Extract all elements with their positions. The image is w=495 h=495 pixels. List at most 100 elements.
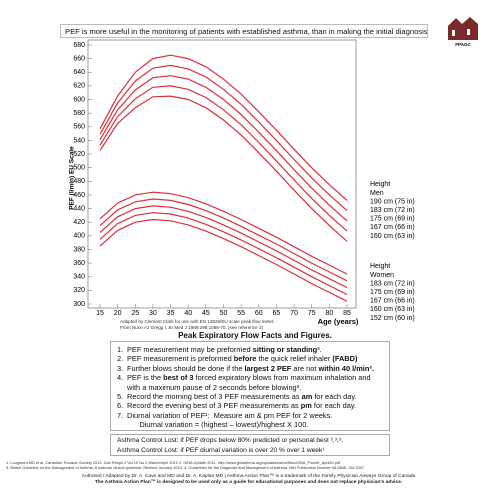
y-tick-label: 500 <box>73 165 85 172</box>
fact-part: Diurnal variation of PEF¹: Measure am & … <box>127 410 333 430</box>
y-tick-label: 480 <box>73 178 85 185</box>
y-tick-label: 620 <box>73 83 85 90</box>
y-tick-label: 640 <box>73 69 85 76</box>
fact-part: ³. <box>317 345 322 354</box>
series-line <box>99 75 348 222</box>
fact-text: PEF measurement may be preformed sitting… <box>127 345 322 354</box>
fact-part: Further blows should be done if the <box>127 363 245 373</box>
fact-item: 1. PEF measurement may be preformed sitti… <box>117 345 383 354</box>
fact-bold: best of 3 <box>163 373 194 383</box>
facts-title: Peak Expiratory Flow Facts and Figures. <box>178 331 332 340</box>
y-tick-label: 300 <box>73 301 85 308</box>
legend-subtitle: Women <box>370 272 394 279</box>
x-tick-label: 85 <box>343 310 351 317</box>
fact-text: Diurnal variation of PEF¹: Measure am & … <box>127 411 332 430</box>
x-tick-label: 20 <box>114 310 122 317</box>
fact-bold: (FABD) <box>332 354 358 364</box>
x-tick-label: 45 <box>202 310 210 317</box>
fact-number: 2. <box>117 354 124 364</box>
y-tick-label: 680 <box>73 42 85 49</box>
series-line <box>99 54 348 201</box>
y-tick-label: 600 <box>73 96 85 103</box>
legend-entry: 183 cm (72 in) <box>370 280 415 287</box>
fact-part: the quick relief inhaler <box>256 354 333 364</box>
fact-number: 5. <box>117 392 124 402</box>
footer: Authored / Adapted by Dr. A. Cave and MD… <box>6 474 491 486</box>
fact-item: 5. Record the morning best of 3 PEF measu… <box>117 392 383 401</box>
facts-box: 1. PEF measurement may be preformed sitti… <box>110 341 390 431</box>
y-axis-label: PEF (l/min) EU Scale <box>69 146 76 210</box>
x-tick-label: 25 <box>131 310 139 317</box>
fact-part: forced expiratory blows from maximum inh… <box>127 373 373 392</box>
x-axis-label: Age (years) <box>318 317 359 326</box>
legend-title: Height <box>370 181 390 188</box>
source-note: Adapted by Clement Clark for use with EN… <box>120 319 274 330</box>
fact-bold: within 40 l/min³. <box>318 363 374 373</box>
series-line <box>99 191 348 275</box>
x-tick-label: 15 <box>96 310 104 317</box>
x-tick-label: 40 <box>184 310 192 317</box>
fact-number: 1. <box>117 345 124 354</box>
reference: 1. Lougheed MD et al. Canadian Thoracic … <box>6 460 341 465</box>
x-tick-label: 60 <box>255 310 263 317</box>
y-tick-label: 340 <box>73 274 85 281</box>
legend-entry: 190 cm (75 in) <box>370 198 415 205</box>
plot-frame <box>87 39 357 309</box>
fact-bold: largest 2 PEF <box>244 363 292 373</box>
y-tick-label: 360 <box>73 260 85 267</box>
y-tick-label: 400 <box>73 233 85 240</box>
fact-number: 7. <box>117 410 124 420</box>
fact-item: 6. Record the evening best of 3 PEF measu… <box>117 401 383 410</box>
fact-item: 2. PEF measurement is preformed before th… <box>117 354 383 363</box>
source-line: Adapted by Clement Clark for use with EN… <box>120 319 275 324</box>
fact-part: for each day. <box>312 392 357 402</box>
legend-entry: 152 cm (60 in) <box>370 315 415 322</box>
y-tick-label: 460 <box>73 192 85 199</box>
x-tick-label: 65 <box>273 310 281 317</box>
control-line: Asthma Control Lost: if PEF diurnal vari… <box>117 446 325 454</box>
footer-line: The Asthma Action Plan™ is designed to b… <box>94 480 403 486</box>
reference: 3. British Guideline on the Management o… <box>6 465 365 471</box>
fact-part: are not <box>291 363 319 373</box>
fact-bold: sitting or standing <box>252 345 318 354</box>
fact-bold: am <box>301 392 313 402</box>
x-tick-label: 55 <box>237 310 245 317</box>
series-line <box>99 64 348 212</box>
series-line <box>99 198 348 282</box>
y-tick-label: 560 <box>73 124 85 131</box>
legend-entry: 167 cm (66 in) <box>370 298 415 305</box>
series-line <box>99 218 348 302</box>
y-tick-label: 320 <box>73 287 85 294</box>
legend-entry: 183 cm (72 in) <box>370 207 415 214</box>
series-line <box>99 212 348 296</box>
fact-text: Further blows should be done if the larg… <box>127 364 374 373</box>
fact-item: 4. PEF is the best of 3 forced expiratory… <box>117 373 383 392</box>
x-tick-label: 35 <box>167 310 175 317</box>
source-line: From Nunn AJ Gregg I, Br Med J 1989:298;… <box>120 324 263 330</box>
footer-line: Authored / Adapted by Dr. A. Cave and MD… <box>81 474 416 479</box>
fact-item: 7. Diurnal variation of PEF¹: Measure am … <box>117 411 383 430</box>
series-line <box>99 85 348 232</box>
y-tick-label: 380 <box>73 246 85 253</box>
legend-entry: 160 cm (63 in) <box>370 233 415 240</box>
fact-item: 3. Further blows should be done if the la… <box>117 364 383 373</box>
series-line <box>99 95 348 242</box>
control-line: Asthma Control Lost: if PEF drops below … <box>117 437 344 444</box>
fact-part: PEF measurement is preformed <box>127 354 234 364</box>
legend-entry: 167 cm (66 in) <box>370 224 415 231</box>
logo-text: FPAGC <box>455 42 471 47</box>
legend-entry: 175 cm (69 in) <box>370 289 415 296</box>
series-line <box>99 205 348 289</box>
fact-text: PEF is the best of 3 forced expiratory b… <box>127 373 383 392</box>
y-tick-label: 420 <box>73 219 85 226</box>
fact-bold: before <box>233 354 257 364</box>
y-tick-label: 660 <box>73 55 85 62</box>
legend-title: Height <box>370 263 390 270</box>
fact-part: for each day. <box>311 401 357 411</box>
x-tick-label: 50 <box>220 310 228 317</box>
fact-part: PEF measurement may be preformed <box>127 345 253 354</box>
references: 1. Lougheed MD et al. Canadian Thoracic … <box>6 460 491 470</box>
x-tick-label: 30 <box>149 310 157 317</box>
fact-number: 3. <box>117 363 124 373</box>
